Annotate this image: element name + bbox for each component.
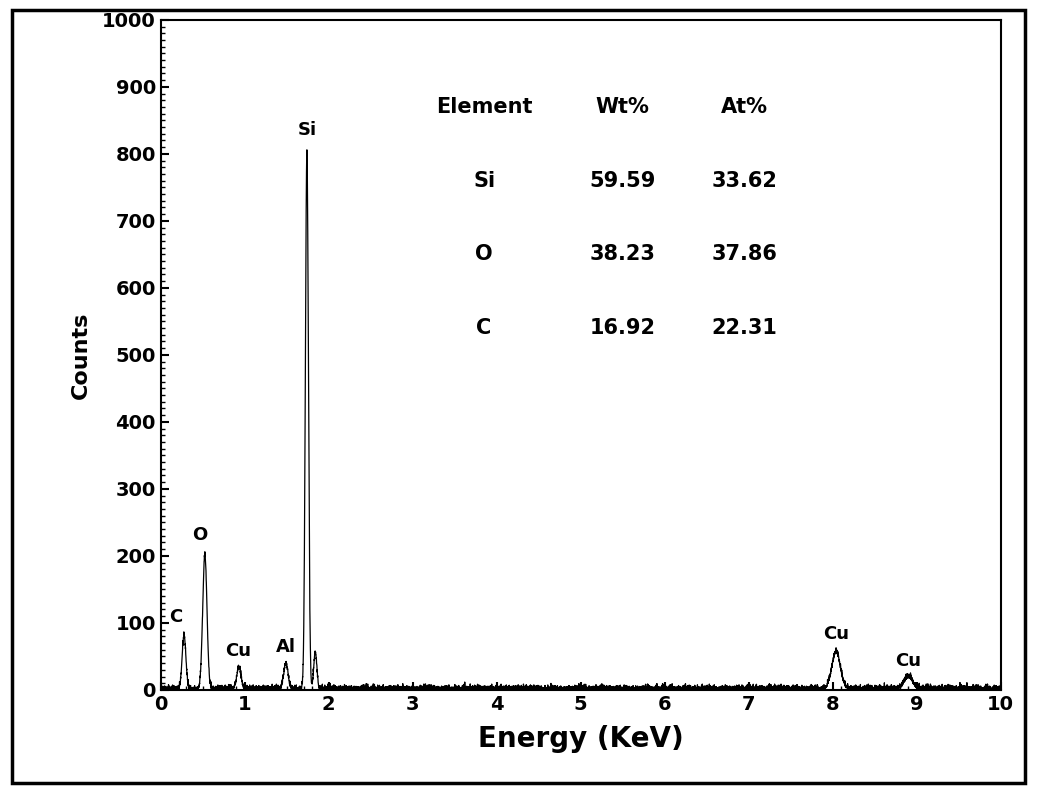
Y-axis label: Counts: Counts [71, 311, 91, 399]
Text: Cu: Cu [225, 642, 251, 661]
Text: 22.31: 22.31 [711, 318, 778, 338]
Text: 59.59: 59.59 [589, 170, 656, 190]
Text: Si: Si [298, 121, 316, 139]
Text: C: C [476, 318, 492, 338]
X-axis label: Energy (KeV): Energy (KeV) [478, 725, 683, 753]
Text: 16.92: 16.92 [590, 318, 655, 338]
Text: C: C [169, 608, 183, 626]
Text: Wt%: Wt% [596, 97, 649, 117]
Text: Cu: Cu [895, 652, 921, 670]
Text: Si: Si [473, 170, 496, 190]
Text: 37.86: 37.86 [711, 244, 778, 264]
Text: 38.23: 38.23 [590, 244, 655, 264]
Text: Element: Element [436, 97, 532, 117]
Text: Al: Al [276, 638, 296, 657]
Text: At%: At% [721, 97, 768, 117]
Text: Cu: Cu [823, 625, 849, 643]
Text: 33.62: 33.62 [711, 170, 778, 190]
Text: O: O [193, 526, 207, 544]
Text: O: O [475, 244, 493, 264]
